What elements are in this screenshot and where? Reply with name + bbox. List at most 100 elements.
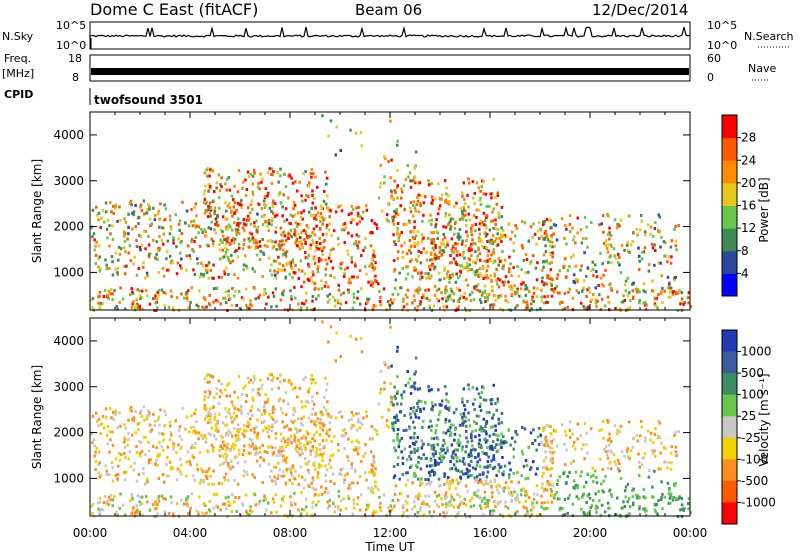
power-cell bbox=[430, 195, 434, 199]
power-cell bbox=[483, 231, 486, 235]
velocity-cell bbox=[97, 417, 101, 421]
velocity-cell bbox=[128, 450, 132, 454]
power-cell bbox=[155, 252, 158, 256]
velocity-cell bbox=[313, 488, 316, 491]
power-cell bbox=[140, 243, 144, 247]
velocity-cell bbox=[442, 431, 445, 435]
power-cell bbox=[551, 255, 554, 259]
velocity-cell bbox=[520, 450, 524, 453]
power-cell bbox=[458, 253, 462, 257]
velocity-cell bbox=[262, 459, 266, 462]
power-cell bbox=[479, 203, 483, 206]
power-cell bbox=[440, 291, 443, 295]
velocity-cell bbox=[572, 459, 575, 463]
velocity-cell bbox=[540, 501, 543, 505]
velocity-cell bbox=[343, 428, 347, 432]
velocity-cell bbox=[498, 466, 502, 470]
power-cell bbox=[144, 289, 148, 293]
power-cell bbox=[462, 208, 466, 212]
power-cell bbox=[251, 236, 254, 240]
power-cell bbox=[439, 197, 442, 201]
velocity-cell bbox=[456, 448, 459, 452]
power-cell bbox=[256, 245, 259, 249]
velocity-cell bbox=[108, 450, 111, 454]
velocity-cell bbox=[545, 441, 549, 445]
velocity-cell bbox=[371, 487, 375, 491]
power-cell bbox=[131, 292, 135, 296]
velocity-cell bbox=[242, 469, 246, 473]
power-cell bbox=[331, 266, 335, 270]
velocity-cell bbox=[495, 408, 498, 412]
velocity-cell bbox=[218, 449, 221, 452]
velocity-cell bbox=[466, 475, 470, 479]
velocity-cell bbox=[623, 489, 627, 493]
velocity-cell bbox=[482, 417, 486, 421]
power-cell bbox=[274, 230, 277, 234]
power-cell bbox=[459, 270, 463, 274]
power-cell bbox=[237, 217, 240, 221]
velocity-cell bbox=[560, 423, 564, 427]
power-cell bbox=[418, 181, 422, 185]
velocity-cell bbox=[266, 430, 269, 434]
power-cell bbox=[608, 226, 611, 230]
velocity-cell bbox=[573, 440, 576, 444]
power-cell bbox=[478, 238, 481, 242]
velocity-cell bbox=[674, 445, 678, 449]
velocity-cell bbox=[321, 320, 324, 324]
velocity-cell bbox=[351, 481, 354, 485]
power-cell bbox=[417, 291, 420, 295]
power-cell bbox=[470, 254, 473, 257]
velocity-cell bbox=[138, 510, 141, 514]
velocity-cell bbox=[217, 379, 221, 383]
velocity-cell bbox=[255, 459, 259, 463]
velocity-cell bbox=[441, 503, 444, 507]
velocity-cell bbox=[488, 410, 491, 414]
power-cell bbox=[257, 202, 261, 206]
power-cell bbox=[493, 240, 497, 243]
velocity-cell bbox=[417, 446, 420, 450]
power-cell bbox=[451, 272, 454, 276]
power-cell bbox=[288, 232, 291, 236]
power-cell bbox=[300, 269, 304, 273]
power-cell bbox=[297, 302, 300, 306]
velocity-cell bbox=[594, 492, 597, 496]
power-cell bbox=[417, 254, 420, 258]
power-cell bbox=[574, 241, 577, 245]
power-cell bbox=[512, 249, 515, 253]
power-cell bbox=[140, 295, 144, 299]
velocity-cell bbox=[674, 431, 677, 434]
power-cell bbox=[185, 290, 188, 294]
velocity-cell bbox=[503, 486, 507, 490]
velocity-cell bbox=[652, 495, 655, 499]
velocity-cell bbox=[174, 419, 177, 423]
velocity-cell bbox=[651, 452, 655, 456]
velocity-cell bbox=[610, 494, 614, 498]
velocity-cell bbox=[245, 394, 249, 397]
power-cell bbox=[647, 269, 651, 273]
power-cell bbox=[540, 288, 543, 292]
power-cell bbox=[282, 193, 285, 197]
velocity-cell bbox=[135, 479, 139, 483]
velocity-cell bbox=[543, 487, 547, 491]
power-cell bbox=[203, 189, 207, 193]
power-cell bbox=[213, 209, 216, 213]
power-cell bbox=[144, 229, 147, 233]
velocity-cell bbox=[278, 445, 282, 449]
power-cell bbox=[589, 300, 593, 303]
power-cell bbox=[158, 225, 161, 229]
velocity-cell bbox=[260, 413, 264, 417]
power-cell bbox=[154, 301, 157, 305]
velocity-cell bbox=[441, 399, 444, 403]
velocity-cell bbox=[507, 486, 510, 490]
velocity-cell bbox=[428, 474, 432, 478]
power-cell bbox=[334, 210, 338, 214]
velocity-cell bbox=[355, 337, 358, 341]
velocity-scatter bbox=[90, 320, 693, 519]
velocity-cell bbox=[457, 443, 461, 447]
power-cell bbox=[495, 237, 498, 241]
power-cell bbox=[488, 239, 492, 243]
power-cell bbox=[263, 244, 267, 248]
velocity-cell bbox=[478, 473, 481, 477]
power-cell bbox=[204, 209, 208, 213]
power-cell bbox=[296, 189, 299, 193]
